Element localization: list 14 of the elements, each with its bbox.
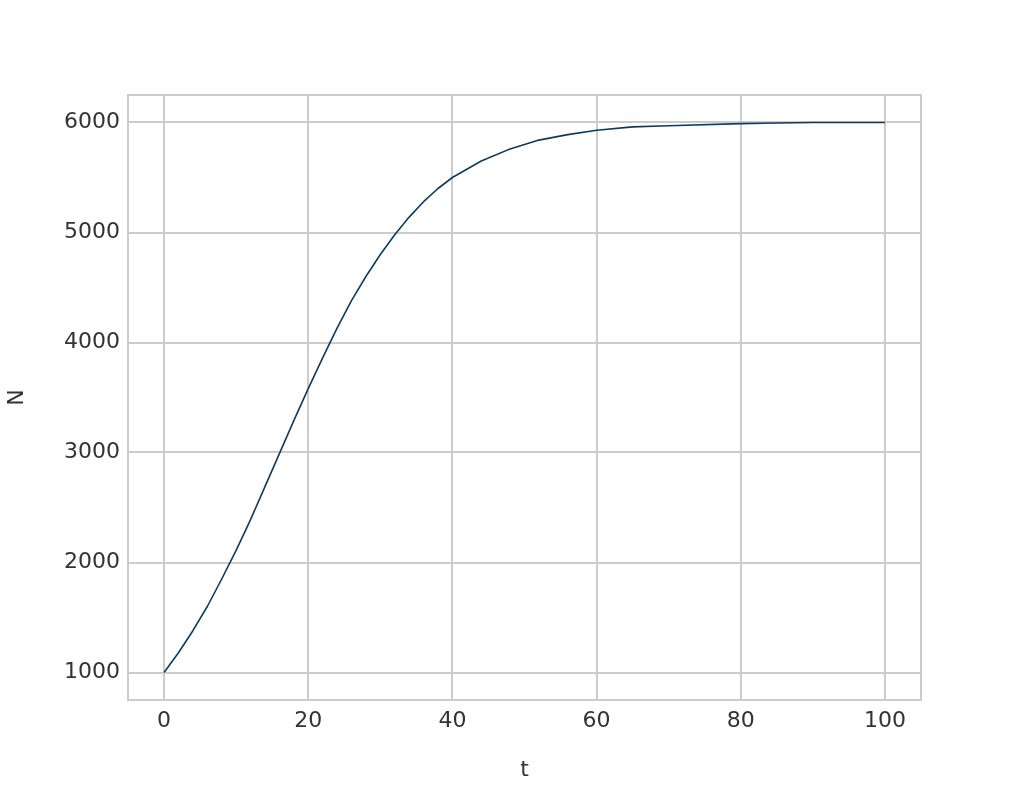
x-axis-title: t	[520, 755, 530, 781]
y-axis-title: N	[2, 389, 28, 406]
x-tick-label: 60	[582, 706, 611, 732]
x-tick-label: 20	[294, 706, 323, 732]
x-tick-label: 80	[726, 706, 755, 732]
y-tick-label: 2000	[64, 548, 120, 574]
x-tick-label: 100	[863, 706, 906, 732]
x-tick-label: 0	[157, 706, 172, 732]
y-tick-label: 5000	[64, 218, 120, 244]
y-tick-label: 1000	[64, 658, 120, 684]
y-tick-label: 4000	[64, 328, 120, 354]
y-tick-label: 6000	[64, 108, 120, 134]
y-tick-label: 3000	[64, 438, 120, 464]
x-tick-label: 40	[438, 706, 467, 732]
